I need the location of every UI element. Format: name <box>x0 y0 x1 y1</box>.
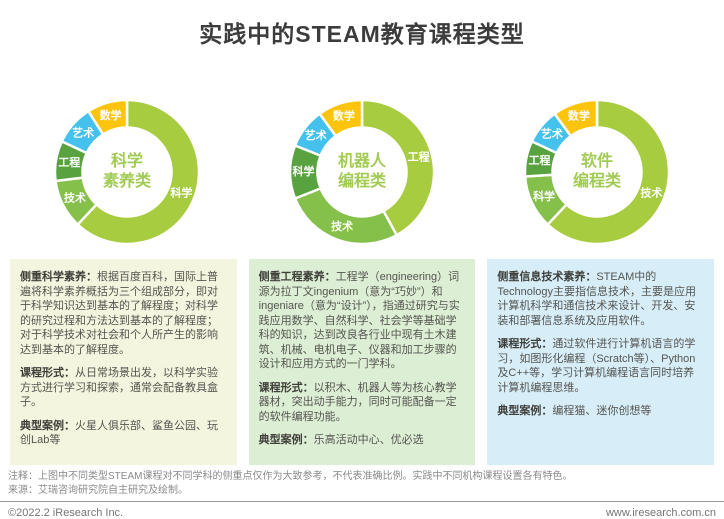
segment-label: 科学 <box>533 189 555 203</box>
segment-label: 科学 <box>293 164 315 178</box>
segment-label: 艺术 <box>72 125 94 139</box>
segment-label: 工程 <box>529 153 551 167</box>
page-title: 实践中的STEAM教育课程类型 <box>199 21 525 47</box>
donut-chart-science: 科学 技术 工程 艺术 数学 科学 素养类 <box>52 97 202 247</box>
info-paragraph: 典型案例：编程猫、迷你创想等 <box>497 404 704 419</box>
paragraph-text: STEAM中的Technology主要指信息技术，主要是应用计算机科学和通信技术… <box>497 271 696 327</box>
segment-label: 数学 <box>333 108 355 122</box>
paragraph-label: 典型案例： <box>497 405 553 418</box>
paragraph-label: 典型案例： <box>20 419 75 432</box>
info-boxes-row: 侧重科学素养：根据百度百科，国际上普遍将科学素养概括为三个组成部分，即对于科学知… <box>0 259 724 465</box>
segment-label: 艺术 <box>541 127 563 141</box>
donut-segment-技术 <box>293 187 398 246</box>
paragraph-label: 课程形式： <box>20 367 75 380</box>
donut-segment-数学 <box>318 98 364 138</box>
segment-label: 技术 <box>331 219 353 233</box>
info-box-science: 侧重科学素养：根据百度百科，国际上普遍将科学素养概括为三个组成部分，即对于科学知… <box>10 259 237 465</box>
paragraph-label: 课程形式： <box>258 381 314 394</box>
paragraph-label: 侧重工程素养： <box>258 271 336 283</box>
info-paragraph: 典型案例：乐高活动中心、优必选 <box>259 433 466 448</box>
bottom-bar: ©2022.2 iResearch Inc. www.iresearch.com… <box>0 500 724 519</box>
segment-label: 数学 <box>568 108 590 122</box>
donut-segment-数学 <box>87 98 129 136</box>
paragraph-text: 从日常场景出发，以科学实验方式进行学习和探索，通常会配备教具盒子。 <box>20 367 218 409</box>
paragraph-text: 通过软件进行计算机语言的学习，如图形化编程（Scratch等）、Python及C… <box>497 338 696 394</box>
footnote-note: 注释：上图中不同类型STEAM课程对不同学科的侧重点仅作为大致参考，不代表准确比… <box>8 470 573 482</box>
segment-label: 技术 <box>640 186 662 200</box>
paragraph-text: 工程学（engineering）词源为拉丁文ingenium（意为“巧妙”）和i… <box>258 271 460 371</box>
donut-chart-robot: 工程 技术 科学 艺术 数学 机器人 编程类 <box>287 97 437 247</box>
info-paragraph: 课程形式：以积木、机器人等为核心教学器材，突出动手能力，同时可能配备一定的软件编… <box>259 381 466 425</box>
paragraph-text: 编程猫、迷你创想等 <box>552 405 652 418</box>
infographic-page: 实践中的STEAM教育课程类型 科学 技术 工程 艺术 数学 科学 素养类 工程 技术 科学… <box>0 21 724 519</box>
footnote: 注释：上图中不同类型STEAM课程对不同学科的侧重点仅作为大致参考，不代表准确比… <box>0 470 724 499</box>
copyright-text: ©2022.2 iResearch Inc. <box>8 506 124 519</box>
segment-label: 科学 <box>170 186 192 200</box>
segment-label: 工程 <box>408 149 430 163</box>
website-url: www.iresearch.com.cn <box>605 506 716 519</box>
paragraph-text: 火星人俱乐部、鲨鱼公园、玩创Lab等 <box>20 419 218 447</box>
info-paragraph: 课程形式：通过软件进行计算机语言的学习，如图形化编程（Scratch等）、Pyt… <box>497 337 704 395</box>
info-box-technology: 侧重信息技术素养：STEAM中的Technology主要指信息技术，主要是应用计… <box>487 259 715 465</box>
donut-segment-科学 <box>76 98 201 246</box>
paragraph-label: 典型案例： <box>258 434 314 447</box>
charts-row: 科学 技术 工程 艺术 数学 科学 素养类 工程 技术 科学 艺术 数学 机器人 编程类 技术科… <box>0 97 724 247</box>
info-paragraph: 课程形式：从日常场景出发，以科学实验方式进行学习和探索，通常会配备教具盒子。 <box>20 366 227 410</box>
donut-segment-工程 <box>360 98 436 237</box>
segment-label: 工程 <box>58 155 80 169</box>
paragraph-label: 侧重信息技术素养： <box>497 271 597 283</box>
info-paragraph: 典型案例：火星人俱乐部、鲨鱼公园、玩创Lab等 <box>20 419 227 448</box>
footnote-source: 来源：艾瑞咨询研究院自主研究及绘制。 <box>8 485 188 497</box>
info-paragraph: 侧重科学素养：根据百度百科，国际上普遍将科学素养概括为三个组成部分，即对于科学知… <box>20 270 227 357</box>
paragraph-label: 侧重科学素养： <box>20 271 97 283</box>
info-paragraph: 侧重信息技术素养：STEAM中的Technology主要指信息技术，主要是应用计… <box>497 270 704 328</box>
paragraph-label: 课程形式： <box>497 338 553 351</box>
info-box-engineering: 侧重工程素养：工程学（engineering）词源为拉丁文ingenium（意为… <box>248 259 476 465</box>
donut-chart-software: 技术 科学 工程 艺术 数学 软件 编程类 <box>522 97 672 247</box>
paragraph-text: 乐高活动中心、优必选 <box>313 434 424 447</box>
donut-segment-数学 <box>553 98 599 138</box>
segment-label: 数学 <box>100 108 122 122</box>
segment-label: 技术 <box>64 191 86 205</box>
info-paragraph: 侧重工程素养：工程学（engineering）词源为拉丁文ingenium（意为… <box>259 270 466 372</box>
paragraph-text: 以积木、机器人等为核心教学器材，突出动手能力，同时可能配备一定的软件编程功能。 <box>258 381 457 423</box>
paragraph-text: 根据百度百科，国际上普遍将科学素养概括为三个组成部分，即对于科学知识达到基本的了… <box>20 271 218 356</box>
donut-segment-技术 <box>546 98 671 246</box>
segment-label: 艺术 <box>305 128 327 142</box>
